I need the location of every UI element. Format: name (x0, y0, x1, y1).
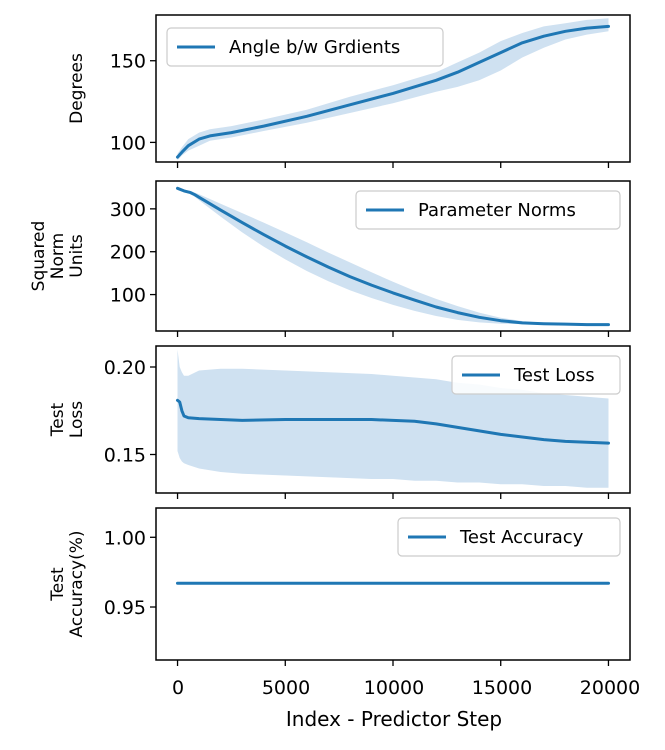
y-tick-label: 0.95 (104, 597, 146, 619)
plot-area (176, 186, 610, 327)
y-tick-label: 1.00 (104, 527, 146, 549)
legend-box (355, 190, 621, 230)
legend-box (451, 355, 621, 395)
confidence-band (177, 187, 609, 325)
series-line (176, 24, 610, 159)
y-axis-label: SquaredNormUnits (29, 221, 87, 292)
x-tick-label: 5000 (262, 677, 310, 699)
confidence-band (177, 349, 609, 488)
legend-label: Parameter Norms (418, 200, 576, 221)
series-line (176, 398, 610, 445)
x-axis-label: Index - Predictor Step (286, 707, 502, 731)
legend-box (397, 517, 621, 557)
subplot-1: 100 150 Degrees Angle b/w Grdients (67, 14, 631, 168)
y-tick-label: 150 (110, 51, 146, 73)
subplot-2: 100 200 300 SquaredNormUnits Parameter Norms (29, 180, 631, 337)
y-tick-label: 100 (110, 132, 146, 154)
legend-label: Angle b/w Grdients (229, 37, 400, 58)
legend-label: Test Accuracy (459, 527, 584, 548)
plot-area (176, 349, 610, 488)
y-tick-label: 100 (110, 285, 146, 307)
y-tick-label: 0.20 (104, 357, 146, 379)
y-tick-label: 300 (110, 199, 146, 221)
subplot-3: 0.15 0.20 TestLoss Test Loss (48, 345, 631, 499)
x-axis-ticks: 0 5000 10000 15000 20000 (172, 677, 640, 699)
subplot-4: 0.95 1.00 TestAccuracy(%) Test Accuracy (48, 507, 631, 666)
y-tick-label: 0.15 (104, 445, 146, 467)
legend: Test Loss (451, 355, 621, 395)
y-axis-label: TestAccuracy(%) (48, 530, 87, 637)
x-tick-label: 10000 (364, 677, 424, 699)
series-line (176, 186, 610, 327)
legend: Angle b/w Grdients (166, 27, 444, 67)
y-axis-label: TestLoss (48, 401, 87, 438)
legend: Test Accuracy (397, 517, 621, 557)
y-tick-label: 200 (110, 242, 146, 264)
legend: Parameter Norms (355, 190, 621, 230)
legend-box (166, 27, 444, 67)
x-tick-label: 0 (172, 677, 184, 699)
x-tick-label: 15000 (472, 677, 532, 699)
x-tick-label: 20000 (580, 677, 640, 699)
legend-label: Test Loss (513, 365, 595, 386)
plot-area (176, 18, 610, 161)
y-axis-label: Degrees (67, 53, 87, 124)
